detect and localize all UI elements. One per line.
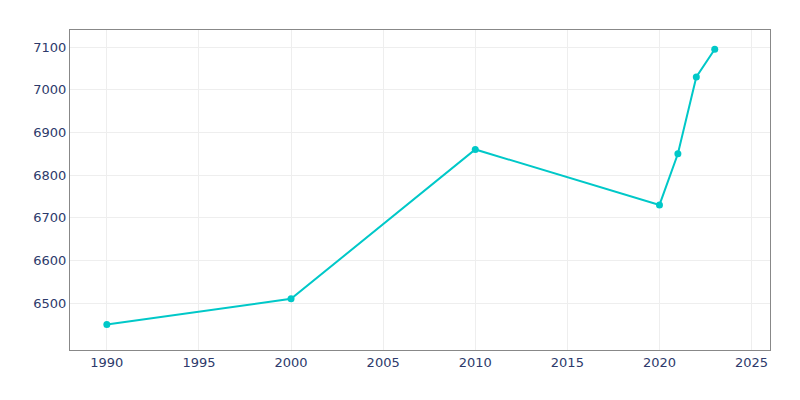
svg-text:6900: 6900 (33, 125, 66, 140)
svg-text:2000: 2000 (275, 355, 308, 370)
svg-text:2025: 2025 (735, 355, 768, 370)
svg-text:6700: 6700 (33, 210, 66, 225)
svg-text:6500: 6500 (33, 296, 66, 311)
svg-text:7000: 7000 (33, 82, 66, 97)
svg-text:6600: 6600 (33, 253, 66, 268)
svg-text:1990: 1990 (90, 355, 123, 370)
svg-text:7100: 7100 (33, 40, 66, 55)
svg-text:2015: 2015 (551, 355, 584, 370)
svg-text:2005: 2005 (367, 355, 400, 370)
svg-text:2020: 2020 (643, 355, 676, 370)
svg-text:2010: 2010 (459, 355, 492, 370)
svg-text:6800: 6800 (33, 168, 66, 183)
svg-text:1995: 1995 (182, 355, 215, 370)
